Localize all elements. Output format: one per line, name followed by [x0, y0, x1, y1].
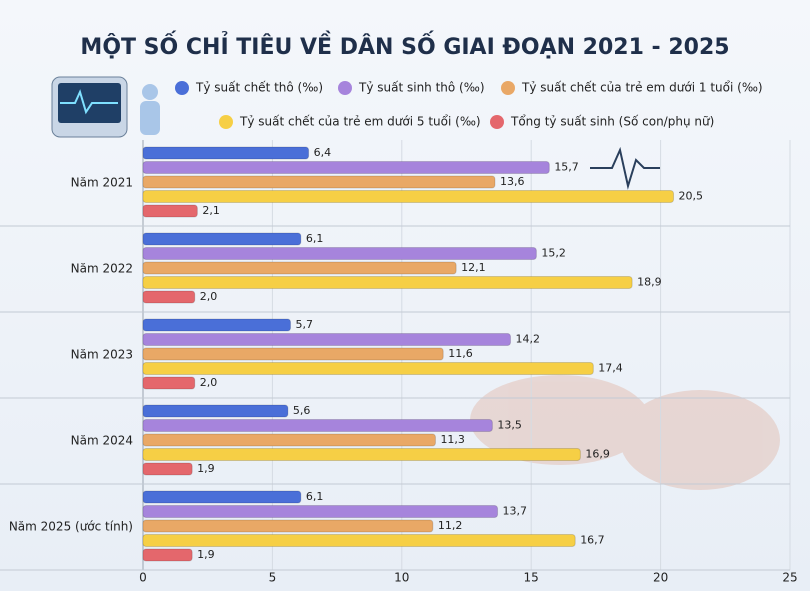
bar	[142, 290, 196, 304]
value-label: 13,5	[497, 419, 522, 432]
value-label: 17,4	[598, 362, 623, 375]
legend-label: Tỷ suất sinh thô (‰)	[358, 81, 485, 95]
x-tick-label: 20	[653, 571, 668, 585]
value-label: 11,3	[440, 433, 465, 446]
legend-label: Tổng tỷ suất sinh (Số con/phụ nữ)	[510, 115, 714, 129]
legend-marker	[219, 115, 233, 129]
bar	[142, 175, 496, 189]
value-label: 6,1	[306, 490, 324, 503]
bar	[142, 419, 493, 432]
value-label: 5,6	[293, 404, 311, 417]
bar	[142, 462, 193, 476]
legend-label: Tỷ suất chết thô (‰)	[195, 81, 323, 95]
value-label: 2,1	[202, 204, 220, 217]
legend-marker	[501, 81, 515, 95]
monitor-icon	[51, 76, 160, 138]
x-tick-label: 0	[139, 571, 147, 585]
y-tick-label: Năm 2024	[71, 434, 133, 448]
value-label: 2,0	[200, 290, 218, 303]
bar	[142, 276, 633, 289]
bar	[142, 376, 196, 390]
pulse-decoration	[590, 146, 660, 190]
value-label: 16,9	[585, 448, 610, 461]
bar	[142, 362, 594, 375]
bar	[142, 490, 302, 504]
value-label: 14,2	[515, 333, 540, 346]
value-label: 6,4	[314, 146, 332, 159]
bar	[142, 232, 302, 246]
bar	[142, 534, 576, 547]
legend-label: Tỷ suất chết của trẻ em dưới 1 tuổi (‰)	[521, 81, 763, 95]
value-label: 11,6	[448, 347, 473, 360]
value-label: 16,7	[580, 534, 605, 547]
value-label: 15,7	[554, 161, 579, 174]
chart-title: MỘT SỐ CHỈ TIÊU VỀ DÂN SỐ GIAI ĐOẠN 2021…	[80, 31, 729, 60]
value-label: 2,0	[200, 376, 218, 389]
bar	[142, 433, 436, 447]
y-tick-label: Năm 2021	[71, 176, 133, 190]
legend-label: Tỷ suất chết của trẻ em dưới 5 tuổi (‰)	[239, 115, 481, 129]
bar	[142, 204, 198, 218]
value-label: 1,9	[197, 462, 215, 475]
x-tick-label: 25	[782, 571, 797, 585]
bar	[142, 448, 581, 461]
value-label: 1,9	[197, 548, 215, 561]
bar	[142, 333, 511, 346]
x-tick-label: 15	[524, 571, 539, 585]
value-label: 15,2	[541, 247, 566, 260]
value-label: 12,1	[461, 261, 486, 274]
value-label: 11,2	[438, 519, 463, 532]
legend-marker	[175, 81, 189, 95]
bar	[142, 404, 289, 418]
legend-marker	[490, 115, 504, 129]
value-label: 13,6	[500, 175, 525, 188]
y-tick-label: Năm 2025 (ước tính)	[9, 520, 133, 534]
value-label: 20,5	[679, 190, 704, 203]
value-label: 13,7	[503, 505, 528, 518]
bar	[142, 548, 193, 562]
legend-marker	[338, 81, 352, 95]
value-label: 5,7	[296, 318, 314, 331]
bar	[142, 190, 675, 203]
y-tick-label: Năm 2022	[71, 262, 133, 276]
bar	[142, 519, 434, 533]
bar	[142, 146, 310, 160]
bar	[142, 161, 550, 174]
x-tick-label: 10	[394, 571, 409, 585]
bar	[142, 505, 499, 518]
bar	[142, 347, 444, 361]
bar	[142, 247, 537, 260]
value-label: 6,1	[306, 232, 324, 245]
bar	[142, 318, 292, 332]
bar	[142, 261, 457, 275]
value-label: 18,9	[637, 276, 662, 289]
x-tick-label: 5	[269, 571, 277, 585]
y-tick-label: Năm 2023	[71, 348, 133, 362]
